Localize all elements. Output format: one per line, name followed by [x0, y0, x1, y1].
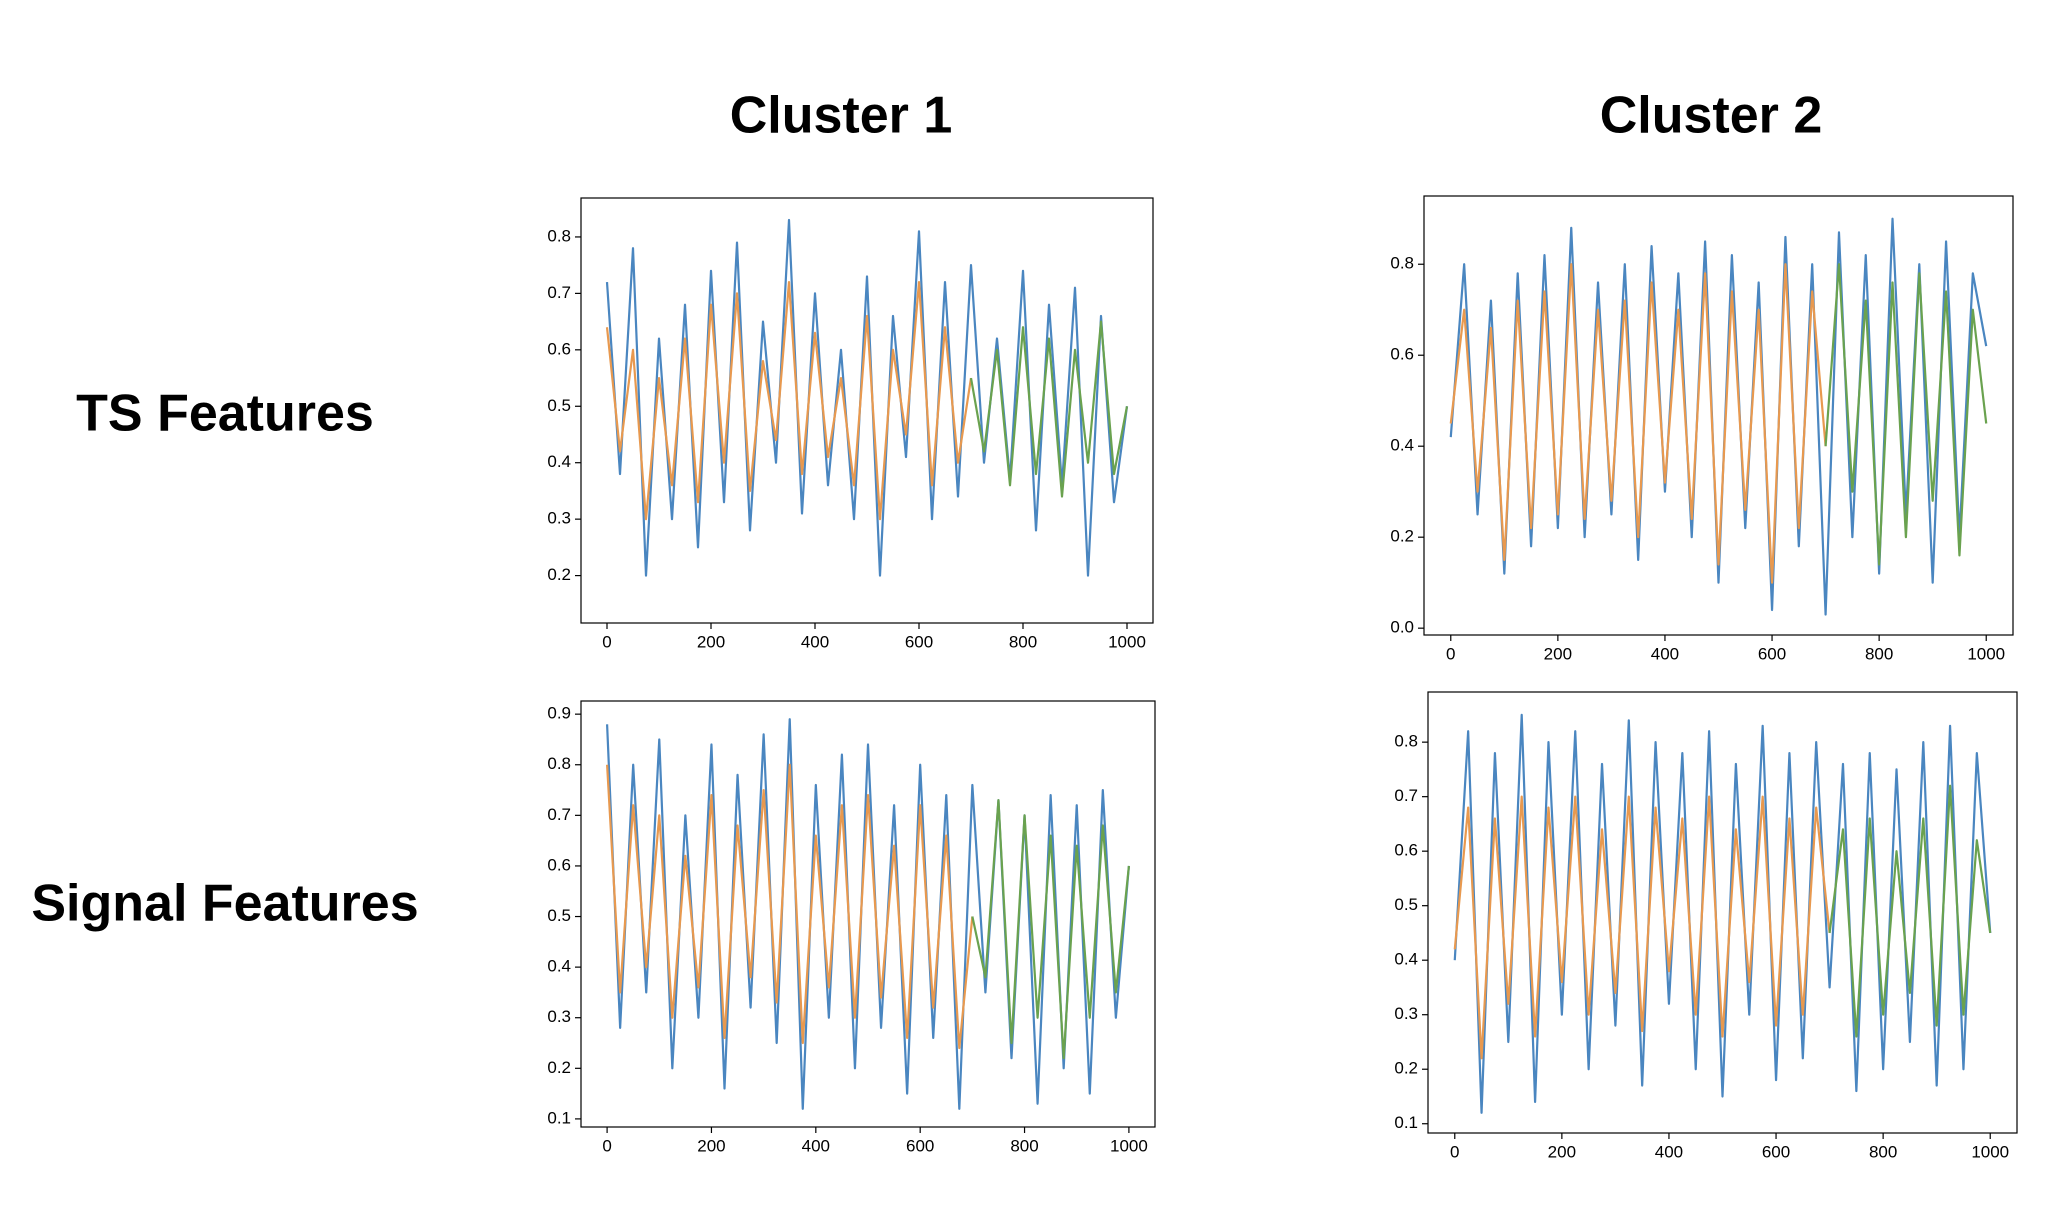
plot-frame — [580, 700, 1156, 1128]
x-tick-label: 200 — [697, 632, 725, 651]
x-tick-label: 1000 — [1108, 632, 1146, 651]
x-tick-label: 0 — [602, 632, 611, 651]
series-line — [1453, 795, 1831, 1060]
plot-frame — [1427, 691, 2018, 1134]
x-tick-label: 0 — [602, 1136, 611, 1155]
y-tick-label: 0.8 — [547, 226, 571, 245]
y-tick-label: 0.4 — [1390, 436, 1414, 455]
y-tick-label: 0.6 — [1390, 345, 1414, 364]
x-tick-label: 400 — [1651, 644, 1679, 663]
row-title: Signal Features — [31, 875, 418, 933]
series-line — [605, 763, 974, 1050]
y-tick-label: 0.1 — [1394, 1113, 1418, 1132]
y-tick-label: 0.6 — [547, 855, 571, 874]
y-tick-label: 0.6 — [547, 339, 571, 358]
column-title: Cluster 1 — [730, 87, 953, 145]
x-tick-label: 200 — [1544, 644, 1572, 663]
series-line — [1453, 713, 1992, 1114]
x-tick-label: 1000 — [1971, 1142, 2009, 1161]
x-tick-label: 1000 — [1967, 644, 2005, 663]
y-tick-label: 0.7 — [547, 283, 571, 302]
y-tick-label: 0.7 — [547, 805, 571, 824]
x-tick-label: 0 — [1450, 1142, 1459, 1161]
y-tick-label: 0.1 — [547, 1108, 571, 1127]
x-tick-label: 200 — [1548, 1142, 1576, 1161]
y-tick-label: 0.2 — [1390, 527, 1414, 546]
column-title: Cluster 2 — [1600, 87, 1823, 145]
plot-frame — [580, 197, 1154, 624]
y-tick-label: 0.2 — [547, 565, 571, 584]
series-line — [605, 218, 1129, 577]
y-tick-label: 0.4 — [547, 957, 571, 976]
y-tick-label: 0.4 — [547, 452, 571, 471]
x-tick-label: 0 — [1446, 644, 1455, 663]
x-tick-label: 400 — [1655, 1142, 1683, 1161]
x-tick-label: 400 — [802, 1136, 830, 1155]
x-tick-label: 800 — [1010, 1136, 1038, 1155]
series-line — [969, 320, 1129, 498]
y-tick-label: 0.6 — [1394, 841, 1418, 860]
y-tick-label: 0.5 — [547, 396, 571, 415]
x-tick-label: 800 — [1009, 632, 1037, 651]
row-title: TS Features — [76, 385, 374, 443]
plot-frame — [1423, 195, 2014, 636]
series-line — [971, 799, 1131, 1060]
x-tick-label: 800 — [1865, 644, 1893, 663]
series-line — [1828, 784, 1992, 1038]
y-tick-label: 0.2 — [547, 1058, 571, 1077]
y-tick-label: 0.0 — [1390, 618, 1414, 637]
y-tick-label: 0.8 — [1390, 254, 1414, 273]
y-tick-label: 0.3 — [547, 1007, 571, 1026]
y-tick-label: 0.3 — [1394, 1004, 1418, 1023]
series-line — [1449, 263, 1827, 584]
y-tick-label: 0.3 — [547, 509, 571, 528]
series-line — [605, 281, 973, 521]
x-tick-label: 200 — [697, 1136, 725, 1155]
x-tick-label: 600 — [1762, 1142, 1790, 1161]
y-tick-label: 0.2 — [1394, 1059, 1418, 1078]
y-tick-label: 0.4 — [1394, 950, 1418, 969]
y-tick-label: 0.9 — [547, 704, 571, 723]
series-line — [1824, 263, 1988, 566]
x-tick-label: 600 — [906, 1136, 934, 1155]
x-tick-label: 600 — [1758, 644, 1786, 663]
x-tick-label: 800 — [1869, 1142, 1897, 1161]
y-tick-label: 0.5 — [1394, 895, 1418, 914]
series-line — [605, 718, 1131, 1110]
x-tick-label: 400 — [801, 632, 829, 651]
y-tick-label: 0.8 — [1394, 732, 1418, 751]
y-tick-label: 0.5 — [547, 906, 571, 925]
y-tick-label: 0.7 — [1394, 786, 1418, 805]
x-tick-label: 1000 — [1110, 1136, 1148, 1155]
y-tick-label: 0.8 — [547, 754, 571, 773]
x-tick-label: 600 — [905, 632, 933, 651]
